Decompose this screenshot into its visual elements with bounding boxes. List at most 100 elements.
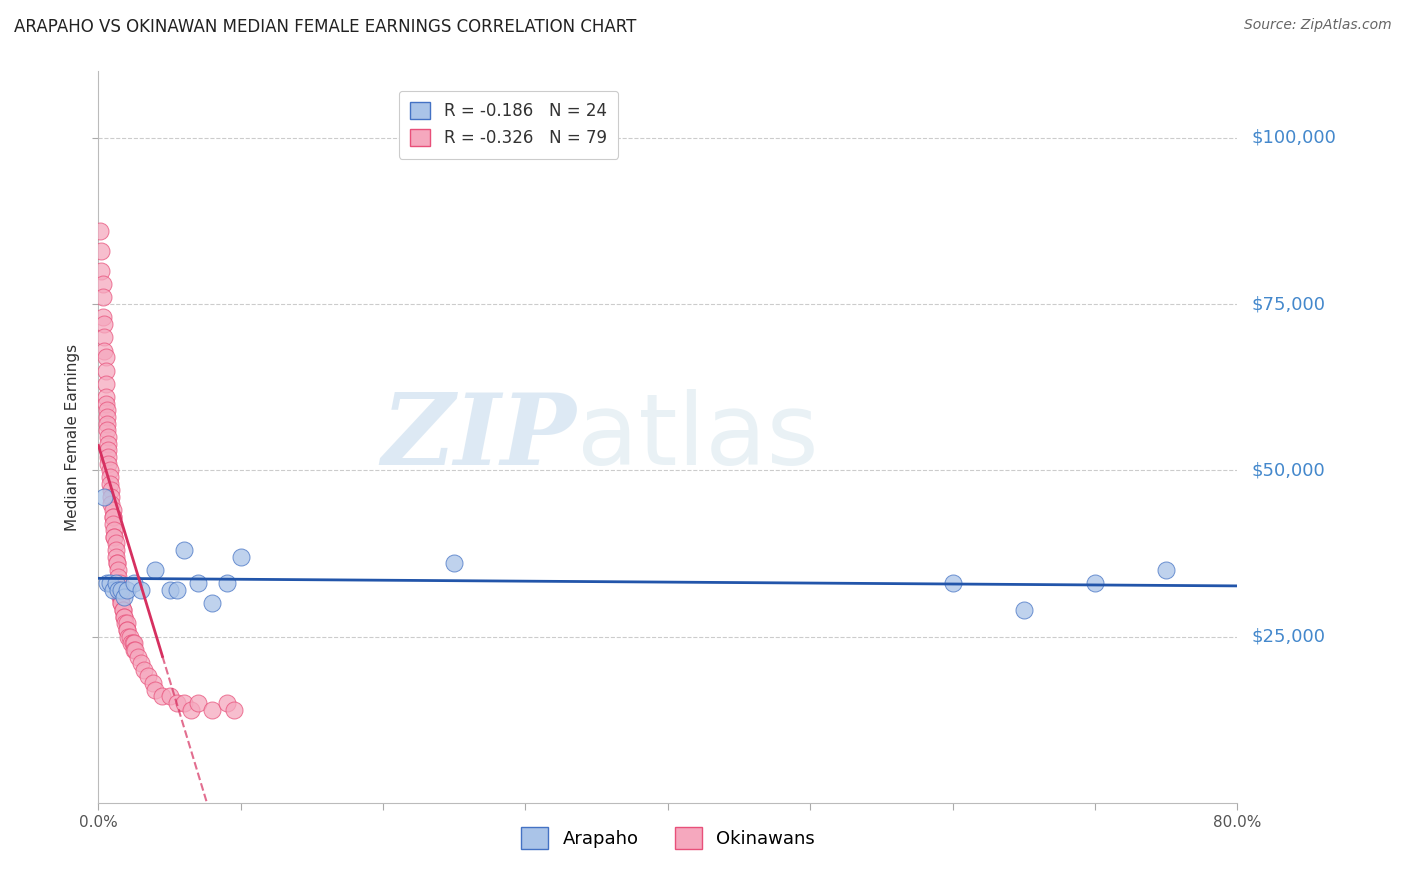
Point: [96, 576, 118, 591]
Point: [1012, 603, 1035, 617]
Point: [104, 549, 127, 564]
Point: [89, 224, 111, 238]
Point: [136, 669, 159, 683]
Point: [112, 609, 135, 624]
Point: [110, 590, 132, 604]
Point: [1154, 563, 1177, 577]
Point: [173, 543, 195, 558]
Point: [98, 470, 121, 484]
Point: [100, 483, 122, 498]
Point: [94, 376, 117, 391]
Point: [122, 636, 145, 650]
Text: $50,000: $50,000: [1251, 461, 1324, 479]
Point: [114, 616, 136, 631]
Point: [159, 582, 181, 597]
Y-axis label: Median Female Earnings: Median Female Earnings: [65, 343, 80, 531]
Point: [104, 536, 127, 550]
Point: [91, 277, 114, 292]
Point: [115, 616, 138, 631]
Point: [93, 317, 115, 331]
Point: [166, 582, 188, 597]
Point: [112, 590, 135, 604]
Point: [94, 363, 117, 377]
Point: [1084, 576, 1107, 591]
Point: [129, 582, 152, 597]
Point: [111, 603, 134, 617]
Point: [110, 596, 132, 610]
Legend: Arapaho, Okinawans: Arapaho, Okinawans: [510, 816, 825, 860]
Point: [90, 264, 112, 278]
Point: [166, 696, 188, 710]
Point: [101, 582, 124, 597]
Point: [107, 570, 129, 584]
Point: [97, 436, 120, 450]
Point: [103, 523, 125, 537]
Point: [222, 703, 245, 717]
Point: [110, 582, 132, 597]
Point: [108, 590, 131, 604]
Point: [112, 609, 135, 624]
Point: [201, 596, 224, 610]
Point: [127, 649, 149, 664]
Point: [111, 603, 134, 617]
Point: [97, 430, 120, 444]
Point: [229, 549, 252, 564]
Point: [103, 530, 125, 544]
Point: [120, 636, 142, 650]
Point: [96, 410, 118, 425]
Point: [98, 463, 121, 477]
Point: [129, 656, 152, 670]
Point: [122, 643, 145, 657]
Point: [105, 557, 128, 571]
Point: [145, 682, 167, 697]
Point: [98, 576, 121, 591]
Point: [101, 503, 124, 517]
Point: [132, 663, 155, 677]
Point: [103, 530, 125, 544]
Text: ARAPAHO VS OKINAWAN MEDIAN FEMALE EARNINGS CORRELATION CHART: ARAPAHO VS OKINAWAN MEDIAN FEMALE EARNIN…: [14, 18, 637, 36]
Point: [180, 703, 202, 717]
Point: [94, 397, 117, 411]
Point: [145, 563, 167, 577]
Point: [96, 424, 118, 438]
Point: [108, 576, 131, 591]
Text: $100,000: $100,000: [1251, 128, 1336, 147]
Point: [118, 630, 141, 644]
Point: [121, 636, 143, 650]
Point: [215, 696, 238, 710]
Point: [96, 403, 118, 417]
Point: [94, 390, 117, 404]
Point: [96, 417, 118, 431]
Point: [187, 696, 209, 710]
Point: [91, 310, 114, 325]
Text: atlas: atlas: [576, 389, 818, 485]
Text: $25,000: $25,000: [1251, 628, 1326, 646]
Point: [110, 596, 132, 610]
Point: [93, 490, 115, 504]
Point: [94, 351, 117, 365]
Point: [90, 244, 112, 258]
Point: [115, 623, 138, 637]
Point: [97, 443, 120, 458]
Point: [104, 576, 127, 591]
Point: [152, 690, 174, 704]
Point: [173, 696, 195, 710]
Point: [942, 576, 965, 591]
Point: [443, 557, 465, 571]
Point: [215, 576, 238, 591]
Point: [97, 457, 120, 471]
Point: [108, 582, 131, 597]
Text: Source: ZipAtlas.com: Source: ZipAtlas.com: [1244, 18, 1392, 32]
Point: [107, 582, 129, 597]
Point: [107, 563, 129, 577]
Point: [101, 509, 124, 524]
Point: [122, 576, 145, 591]
Point: [117, 630, 139, 644]
Point: [101, 516, 124, 531]
Point: [100, 490, 122, 504]
Text: $75,000: $75,000: [1251, 295, 1326, 313]
Point: [115, 623, 138, 637]
Point: [97, 450, 120, 464]
Point: [187, 576, 209, 591]
Point: [115, 582, 138, 597]
